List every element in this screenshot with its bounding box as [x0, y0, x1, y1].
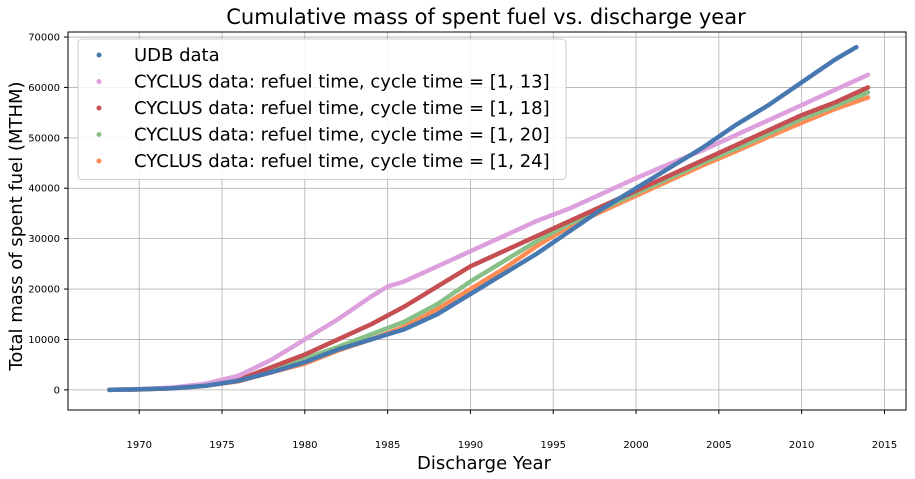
x-tick-label: 2010	[789, 440, 814, 451]
series-layer	[107, 44, 871, 393]
data-point	[854, 44, 859, 50]
legend-label: CYCLUS data: refuel time, cycle time = […	[134, 151, 550, 172]
legend-label: CYCLUS data: refuel time, cycle time = […	[134, 98, 550, 119]
legend-marker	[96, 79, 102, 84]
legend-box	[77, 38, 567, 180]
data-point	[865, 90, 871, 95]
legend-marker	[96, 52, 102, 58]
y-tick-label: 70000	[28, 33, 60, 44]
legend-label: UDB data	[134, 45, 220, 66]
legend-marker	[96, 132, 102, 137]
y-tick-label: 40000	[28, 184, 60, 195]
y-tick-label: 0	[54, 385, 60, 396]
x-tick-label: 1975	[209, 440, 234, 451]
y-tick-label: 20000	[28, 285, 60, 296]
legend-label: CYCLUS data: refuel time, cycle time = […	[134, 72, 550, 93]
y-tick-label: 30000	[28, 234, 60, 245]
legend-marker	[96, 105, 102, 111]
data-point	[865, 85, 871, 90]
series-0	[107, 44, 859, 393]
x-tick-label: 2000	[623, 440, 648, 451]
legend-label: CYCLUS data: refuel time, cycle time = […	[134, 125, 550, 146]
plot-frame	[67, 31, 907, 411]
y-tick-label: 60000	[28, 83, 60, 94]
y-axis-label: Total mass of spent fuel (MTHM)	[6, 81, 27, 371]
x-tick-label: 1985	[375, 440, 400, 451]
ticks: 1970 1975 1980 1985 1990 1995 2000 2005 2010 2015…	[28, 33, 897, 451]
y-tick-label: 10000	[28, 335, 60, 346]
legend-marker	[96, 158, 102, 164]
x-tick-label: 1990	[458, 440, 483, 451]
data-point	[865, 72, 871, 78]
x-tick-label: 2015	[872, 440, 897, 451]
x-tick-label: 2005	[706, 440, 731, 451]
x-tick-label: 1970	[126, 440, 151, 451]
x-tick-label: 1980	[292, 440, 317, 451]
y-tick-label: 50000	[28, 133, 60, 144]
legend: UDB data CYCLUS data: refuel time, cycle …	[77, 38, 567, 180]
x-tick-label: 1995	[541, 440, 566, 451]
data-point	[865, 95, 871, 100]
x-axis-label: Discharge Year	[417, 453, 552, 474]
chart-title: Cumulative mass of spent fuel vs. discha…	[226, 5, 746, 29]
